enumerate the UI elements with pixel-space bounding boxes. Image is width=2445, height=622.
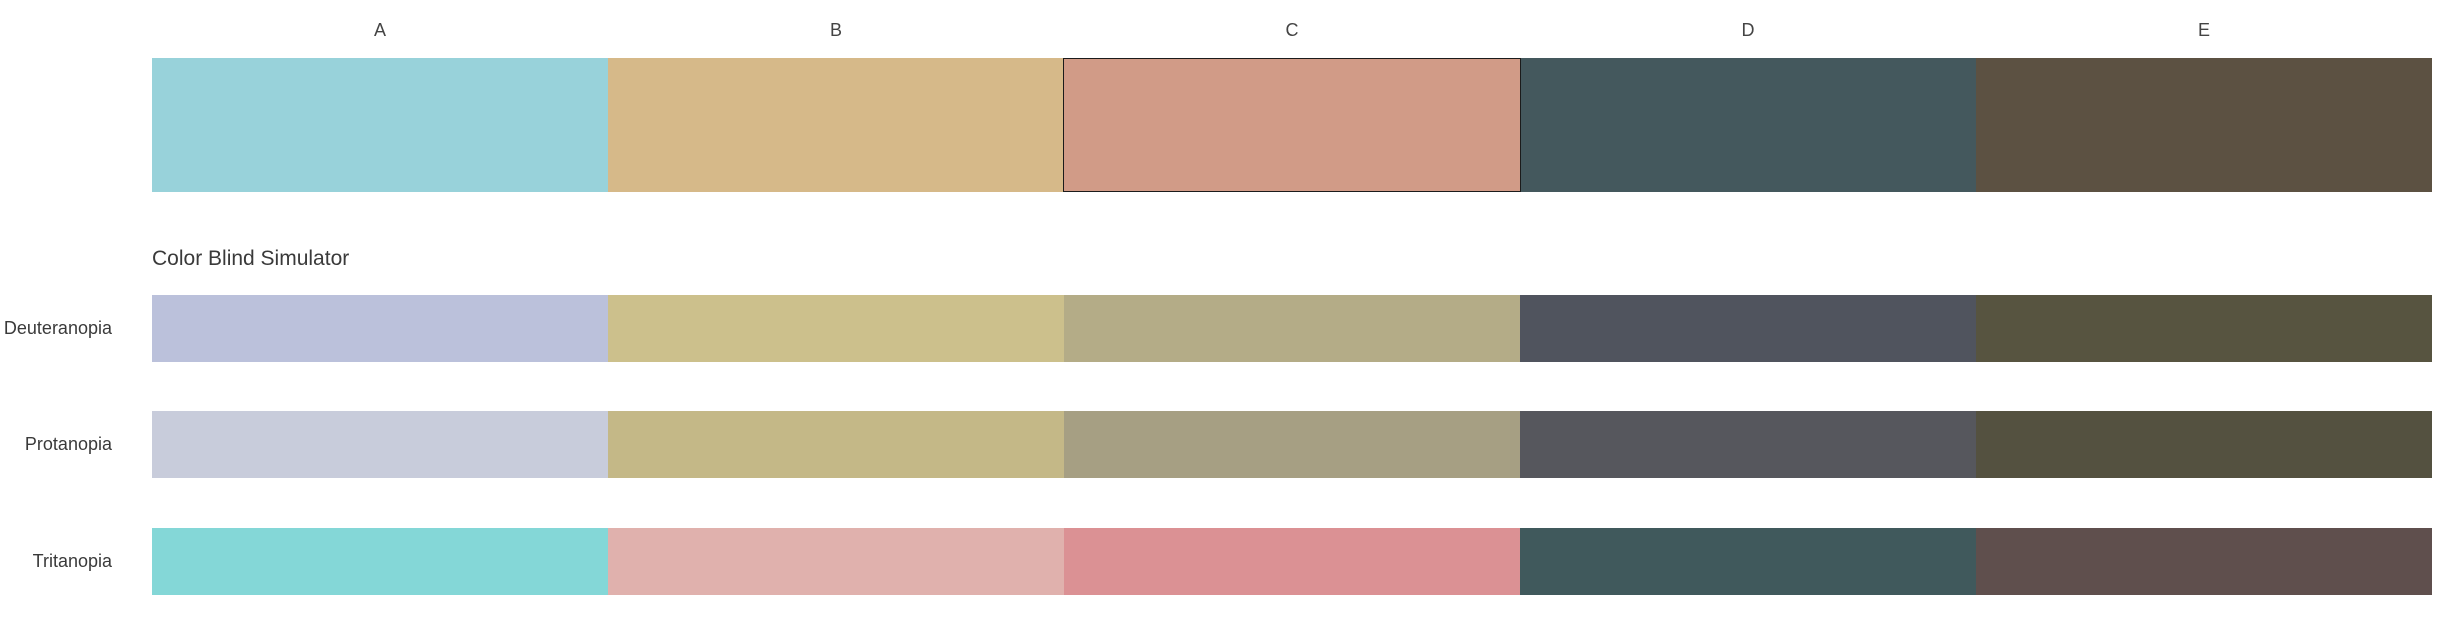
deuteranopia-swatch-a [152, 295, 608, 362]
swatch-e[interactable] [1976, 58, 2432, 192]
column-header-a: A [373, 20, 386, 40]
tritanopia-swatch-e [1976, 528, 2432, 595]
deuteranopia-row: Deuteranopia [0, 295, 2432, 362]
tritanopia-swatch-d [1520, 528, 1976, 595]
swatch-b[interactable] [607, 58, 1064, 192]
protanopia-swatches [152, 411, 2432, 478]
swatch-c[interactable] [1063, 58, 1521, 192]
color-blind-simulator-title: Color Blind Simulator [152, 247, 350, 270]
protanopia-row: Protanopia [0, 411, 2432, 478]
column-header-b: B [829, 20, 842, 40]
swatch-a[interactable] [152, 58, 608, 192]
protanopia-swatch-b [608, 411, 1064, 478]
tritanopia-row: Tritanopia [0, 528, 2432, 595]
deuteranopia-swatch-c [1064, 295, 1520, 362]
column-header-c: C [1285, 20, 1299, 40]
protanopia-swatch-c [1064, 411, 1520, 478]
column-header-e: E [2197, 20, 2210, 40]
tritanopia-swatch-c [1064, 528, 1520, 595]
tritanopia-swatch-a [152, 528, 608, 595]
deuteranopia-swatch-e [1976, 295, 2432, 362]
protanopia-swatch-a [152, 411, 608, 478]
column-header-d: D [1741, 20, 1755, 40]
deuteranopia-swatch-b [608, 295, 1064, 362]
deuteranopia-swatches [152, 295, 2432, 362]
tritanopia-label: Tritanopia [32, 551, 112, 571]
color-theme-swatches [152, 58, 2432, 192]
tritanopia-swatches [152, 528, 2432, 595]
protanopia-swatch-d [1520, 411, 1976, 478]
protanopia-label: Protanopia [24, 434, 112, 454]
deuteranopia-label: Deuteranopia [3, 318, 112, 338]
protanopia-swatch-e [1976, 411, 2432, 478]
deuteranopia-swatch-d [1520, 295, 1976, 362]
column-headers: A B C D E [152, 16, 2432, 44]
swatch-d[interactable] [1520, 58, 1977, 192]
tritanopia-swatch-b [608, 528, 1064, 595]
